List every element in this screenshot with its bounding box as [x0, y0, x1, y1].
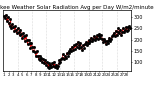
Title: Milwaukee Weather Solar Radiation Avg per Day W/m2/minute: Milwaukee Weather Solar Radiation Avg pe…: [0, 5, 153, 10]
